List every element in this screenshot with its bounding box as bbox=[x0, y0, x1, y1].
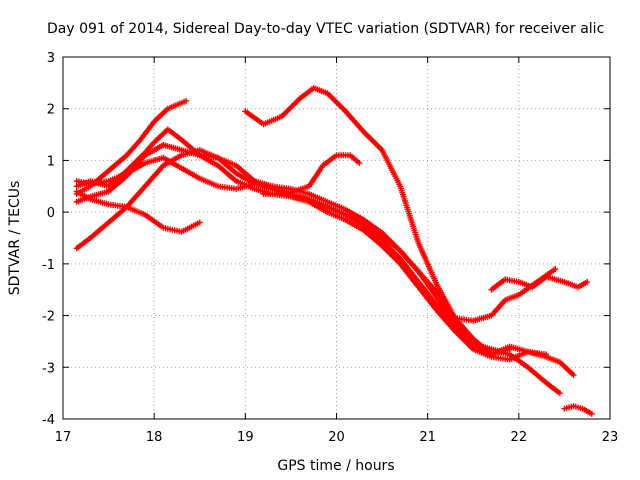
y-tick-label: 0 bbox=[47, 206, 55, 221]
series-markers bbox=[242, 85, 559, 324]
series-markers bbox=[260, 152, 363, 197]
x-tick-label: 17 bbox=[55, 430, 72, 445]
series-line bbox=[262, 154, 361, 196]
chart-title: Day 091 of 2014, Sidereal Day-to-day VTE… bbox=[47, 21, 604, 37]
y-tick-label: -2 bbox=[42, 310, 55, 325]
series-markers bbox=[561, 403, 595, 417]
y-tick-label: -1 bbox=[42, 258, 55, 273]
y-tick-label: 2 bbox=[47, 103, 55, 118]
series-track-9 bbox=[488, 273, 591, 293]
x-tick-label: 22 bbox=[511, 430, 528, 445]
series-markers bbox=[73, 188, 203, 235]
series-markers bbox=[488, 273, 591, 293]
series-track-4 bbox=[73, 154, 550, 363]
x-tick-label: 19 bbox=[237, 430, 254, 445]
series-line bbox=[244, 86, 557, 322]
y-tick-label: 3 bbox=[47, 51, 55, 66]
x-axis-label: GPS time / hours bbox=[277, 458, 394, 474]
x-tick-label: 21 bbox=[419, 430, 436, 445]
plot-area bbox=[73, 85, 595, 417]
y-tick-label: -3 bbox=[42, 361, 55, 376]
series-track-8 bbox=[260, 152, 363, 197]
x-tick-label: 18 bbox=[146, 430, 163, 445]
series-markers bbox=[73, 154, 550, 363]
series-track-7 bbox=[242, 85, 559, 324]
y-tick-label: -4 bbox=[42, 413, 55, 428]
grid bbox=[63, 57, 610, 419]
x-tick-label: 20 bbox=[328, 430, 345, 445]
series-track-10 bbox=[561, 403, 595, 417]
y-tick-label: 1 bbox=[47, 154, 55, 169]
x-tick-label: 23 bbox=[602, 430, 619, 445]
y-axis-label: SDTVAR / TECUs bbox=[7, 181, 23, 296]
series-track-6 bbox=[73, 188, 203, 235]
series-line bbox=[75, 143, 511, 356]
series-line bbox=[75, 156, 548, 361]
